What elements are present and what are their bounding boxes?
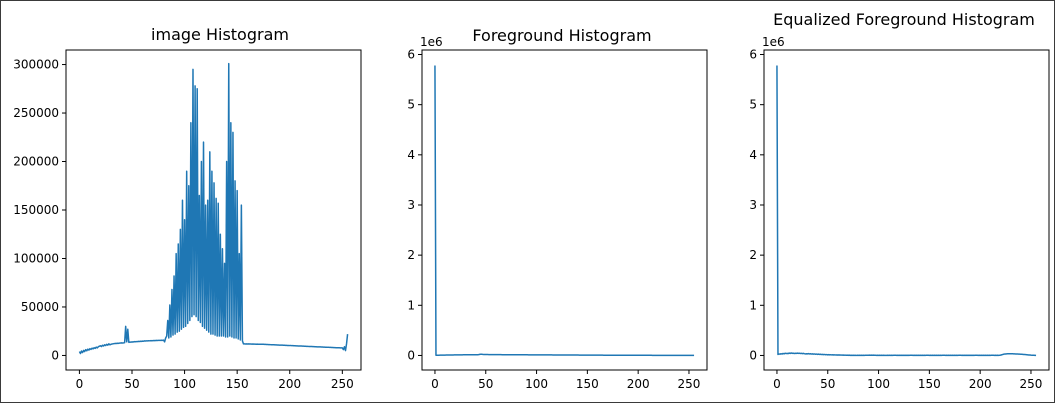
plot-title: Equalized Foreground Histogram (773, 10, 1035, 29)
x-tick-label: 100 (173, 377, 196, 391)
axes-frame (763, 49, 1050, 371)
y-tick-label: 50000 (21, 300, 59, 314)
y-tick-label: 100000 (13, 251, 59, 265)
plot-title: image Histogram (151, 25, 289, 44)
y-tick-label: 150000 (13, 203, 59, 217)
x-tick-label: 200 (278, 377, 301, 391)
x-tick-label: 200 (627, 377, 650, 391)
y-tick-label: 3 (407, 198, 415, 212)
x-tick-label: 150 (576, 377, 599, 391)
x-tick-label: 0 (773, 377, 781, 391)
x-tick-label: 100 (867, 377, 890, 391)
x-tick-label: 50 (478, 377, 493, 391)
y-tick-label: 0 (749, 348, 757, 362)
x-tick-label: 150 (226, 377, 249, 391)
y-offset-label: 1e6 (762, 35, 785, 49)
y-tick-label: 6 (407, 48, 415, 62)
y-tick-label: 1 (407, 298, 415, 312)
y-tick-label: 4 (407, 148, 415, 162)
x-tick-label: 50 (124, 377, 139, 391)
y-tick-label: 0 (51, 348, 59, 362)
y-tick-label: 6 (749, 48, 757, 62)
y-tick-label: 1 (749, 298, 757, 312)
x-tick-label: 100 (525, 377, 548, 391)
y-tick-label: 200000 (13, 155, 59, 169)
x-tick-label: 250 (1020, 377, 1043, 391)
x-tick-label: 50 (820, 377, 835, 391)
y-tick-label: 5 (749, 98, 757, 112)
series-line (434, 65, 695, 357)
plot-title: Foreground Histogram (472, 26, 652, 45)
y-tick-label: 300000 (13, 58, 59, 72)
series-line (78, 62, 349, 355)
x-tick-label: 150 (918, 377, 941, 391)
y-tick-label: 5 (407, 98, 415, 112)
y-tick-label: 250000 (13, 106, 59, 120)
y-tick-label: 3 (749, 198, 757, 212)
x-tick-label: 250 (331, 377, 354, 391)
y-offset-label: 1e6 (420, 35, 443, 49)
y-tick-label: 2 (407, 248, 415, 262)
x-tick-label: 0 (431, 377, 439, 391)
y-tick-label: 2 (749, 248, 757, 262)
x-tick-label: 200 (969, 377, 992, 391)
axes-frame (421, 49, 708, 371)
y-tick-label: 0 (407, 348, 415, 362)
x-tick-label: 250 (678, 377, 701, 391)
x-tick-label: 0 (76, 377, 84, 391)
y-tick-label: 4 (749, 148, 757, 162)
series-line (776, 65, 1037, 357)
